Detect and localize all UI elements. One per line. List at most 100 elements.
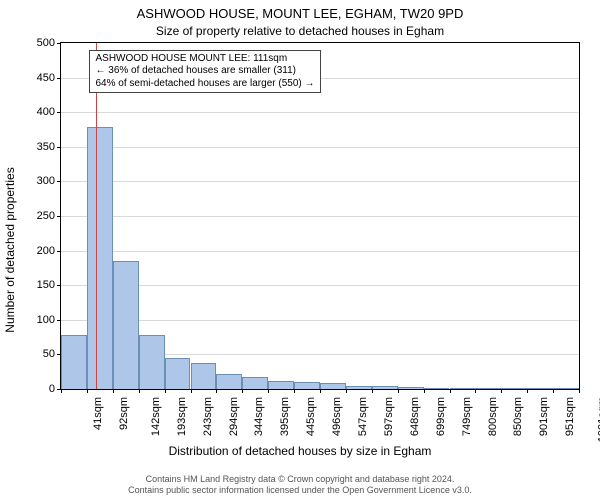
histogram-bar (372, 386, 398, 389)
histogram-bar (294, 382, 320, 389)
gridline-h (61, 147, 579, 148)
footer-line-1: Contains HM Land Registry data © Crown c… (0, 474, 600, 485)
ytick-mark (57, 285, 61, 286)
xtick-label: 699sqm (435, 397, 447, 436)
xtick-mark (268, 389, 269, 393)
ytick-mark (57, 78, 61, 79)
histogram-bar (424, 388, 450, 389)
annotation-line-1: ASHWOOD HOUSE MOUNT LEE: 111sqm (95, 53, 314, 66)
xtick-label: 243sqm (202, 397, 214, 436)
ytick-label: 0 (49, 383, 55, 395)
histogram-bar (268, 381, 294, 389)
histogram-bar (191, 363, 217, 389)
histogram-bar (216, 374, 242, 389)
xtick-mark (372, 389, 373, 393)
xtick-mark (242, 389, 243, 393)
histogram-bar (139, 335, 165, 389)
xtick-mark (320, 389, 321, 393)
xtick-label: 41sqm (92, 397, 104, 430)
xtick-label: 344sqm (254, 397, 266, 436)
ytick-mark (57, 43, 61, 44)
xtick-mark (139, 389, 140, 393)
annotation-line-2: ← 36% of detached houses are smaller (31… (95, 65, 314, 78)
xtick-label: 648sqm (409, 397, 421, 436)
annotation-line-3: 64% of semi-detached houses are larger (… (95, 78, 314, 91)
xtick-mark (294, 389, 295, 393)
x-axis-label: Distribution of detached houses by size … (0, 444, 600, 458)
histogram-bar (87, 127, 113, 389)
xtick-mark (501, 389, 502, 393)
gridline-h (61, 216, 579, 217)
chart-container: ASHWOOD HOUSE, MOUNT LEE, EGHAM, TW20 9P… (0, 0, 600, 500)
xtick-mark (216, 389, 217, 393)
histogram-bar (527, 388, 553, 389)
histogram-bar (320, 383, 346, 389)
plot-area: 05010015020025030035040045050041sqm92sqm… (60, 42, 580, 390)
footer-attribution: Contains HM Land Registry data © Crown c… (0, 474, 600, 497)
histogram-bar (61, 335, 87, 389)
xtick-label: 547sqm (357, 397, 369, 436)
xtick-mark (87, 389, 88, 393)
xtick-label: 749sqm (461, 397, 473, 436)
histogram-bar (113, 261, 139, 389)
histogram-bar (165, 358, 191, 389)
ytick-label: 50 (43, 348, 55, 360)
ytick-label: 250 (37, 210, 55, 222)
xtick-mark (398, 389, 399, 393)
xtick-mark (346, 389, 347, 393)
histogram-bar (346, 386, 372, 389)
xtick-mark (579, 389, 580, 393)
ytick-mark (57, 181, 61, 182)
ytick-label: 450 (37, 72, 55, 84)
xtick-mark (191, 389, 192, 393)
ytick-mark (57, 112, 61, 113)
histogram-bar (475, 388, 501, 389)
ytick-label: 300 (37, 175, 55, 187)
gridline-h (61, 285, 579, 286)
xtick-label: 193sqm (176, 397, 188, 436)
ytick-label: 400 (37, 106, 55, 118)
ytick-label: 350 (37, 141, 55, 153)
ytick-label: 150 (37, 279, 55, 291)
histogram-bar (398, 387, 424, 389)
xtick-mark (113, 389, 114, 393)
property-marker-line (96, 43, 97, 389)
xtick-mark (527, 389, 528, 393)
xtick-mark (553, 389, 554, 393)
gridline-h (61, 112, 579, 113)
xtick-label: 850sqm (513, 397, 525, 436)
ytick-label: 100 (37, 314, 55, 326)
ytick-mark (57, 147, 61, 148)
xtick-label: 1001sqm (596, 397, 600, 442)
ytick-mark (57, 251, 61, 252)
gridline-h (61, 320, 579, 321)
chart-title-sub: Size of property relative to detached ho… (0, 24, 600, 38)
footer-line-2: Contains public sector information licen… (0, 485, 600, 496)
xtick-label: 800sqm (487, 397, 499, 436)
annotation-box: ASHWOOD HOUSE MOUNT LEE: 111sqm← 36% of … (89, 50, 320, 94)
gridline-h (61, 251, 579, 252)
chart-title-main: ASHWOOD HOUSE, MOUNT LEE, EGHAM, TW20 9P… (0, 6, 600, 21)
ytick-label: 200 (37, 245, 55, 257)
histogram-bar (242, 377, 268, 389)
xtick-label: 496sqm (331, 397, 343, 436)
ytick-label: 500 (37, 37, 55, 49)
histogram-bar (553, 388, 579, 389)
xtick-mark (165, 389, 166, 393)
y-axis-label: Number of detached properties (3, 167, 17, 332)
xtick-label: 445sqm (305, 397, 317, 436)
xtick-mark (424, 389, 425, 393)
xtick-label: 395sqm (279, 397, 291, 436)
xtick-label: 294sqm (228, 397, 240, 436)
xtick-label: 597sqm (383, 397, 395, 436)
xtick-mark (450, 389, 451, 393)
xtick-label: 142sqm (150, 397, 162, 436)
histogram-bar (450, 388, 476, 389)
xtick-label: 92sqm (118, 397, 130, 430)
xtick-mark (61, 389, 62, 393)
histogram-bar (501, 388, 527, 389)
xtick-label: 901sqm (538, 397, 550, 436)
xtick-label: 951sqm (564, 397, 576, 436)
ytick-mark (57, 216, 61, 217)
xtick-mark (475, 389, 476, 393)
